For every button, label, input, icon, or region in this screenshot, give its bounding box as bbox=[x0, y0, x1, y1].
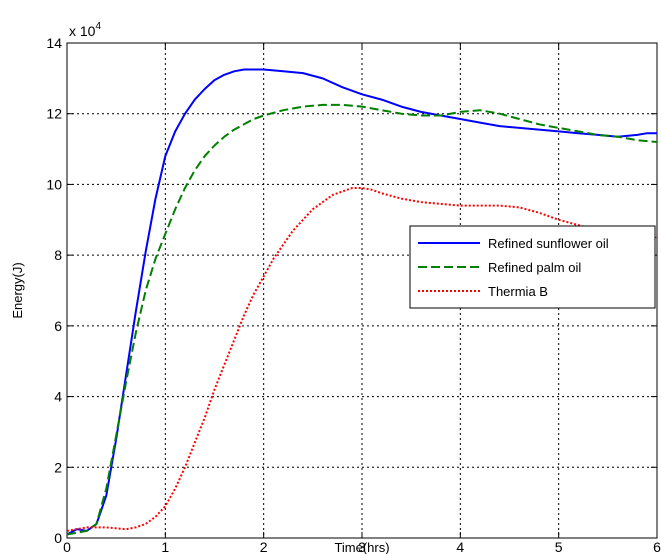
series-line-1 bbox=[66, 103, 658, 536]
y-tick-label: 14 bbox=[46, 35, 62, 51]
series-line-2 bbox=[66, 187, 658, 532]
x-tick-label: 3 bbox=[358, 539, 366, 554]
x-tick-label: 6 bbox=[653, 539, 661, 554]
y-tick-label: 2 bbox=[54, 459, 62, 475]
y-tick-label: 12 bbox=[46, 106, 62, 122]
x-axis-ticks: 0 1 2 3 4 5 6 bbox=[63, 43, 661, 554]
y-multiplier-exponent: 4 bbox=[95, 21, 101, 32]
legend-label-1: Refined palm oil bbox=[488, 260, 581, 275]
x-tick-label: 4 bbox=[456, 539, 464, 554]
series-line-0 bbox=[66, 68, 657, 536]
y-tick-label: 8 bbox=[54, 247, 62, 263]
legend: Refined sunflower oil Refined palm oil The… bbox=[409, 225, 656, 309]
x-tick-label: 2 bbox=[260, 539, 268, 554]
x-tick-label: 5 bbox=[555, 539, 563, 554]
y-tick-label: 10 bbox=[46, 176, 62, 192]
legend-items: Refined sunflower oil Refined palm oil The… bbox=[418, 236, 609, 299]
legend-label-0: Refined sunflower oil bbox=[488, 236, 609, 251]
x-tick-label: 0 bbox=[63, 539, 71, 554]
y-axis-label: Energy(J) bbox=[10, 262, 25, 318]
series-lines bbox=[66, 68, 658, 536]
y-tick-label: 0 bbox=[54, 530, 62, 546]
x-axis-label: Time(hrs) bbox=[334, 540, 389, 554]
legend-label-2: Thermia B bbox=[488, 284, 548, 299]
y-axis-ticks: 0 2 4 6 8 10 12 14 bbox=[46, 35, 657, 546]
x-tick-label: 1 bbox=[161, 539, 169, 554]
y-multiplier-base: x 10 bbox=[69, 23, 96, 39]
y-axis-multiplier: x 104 bbox=[69, 21, 101, 39]
y-tick-label: 6 bbox=[54, 318, 62, 334]
y-tick-label: 4 bbox=[54, 389, 62, 405]
